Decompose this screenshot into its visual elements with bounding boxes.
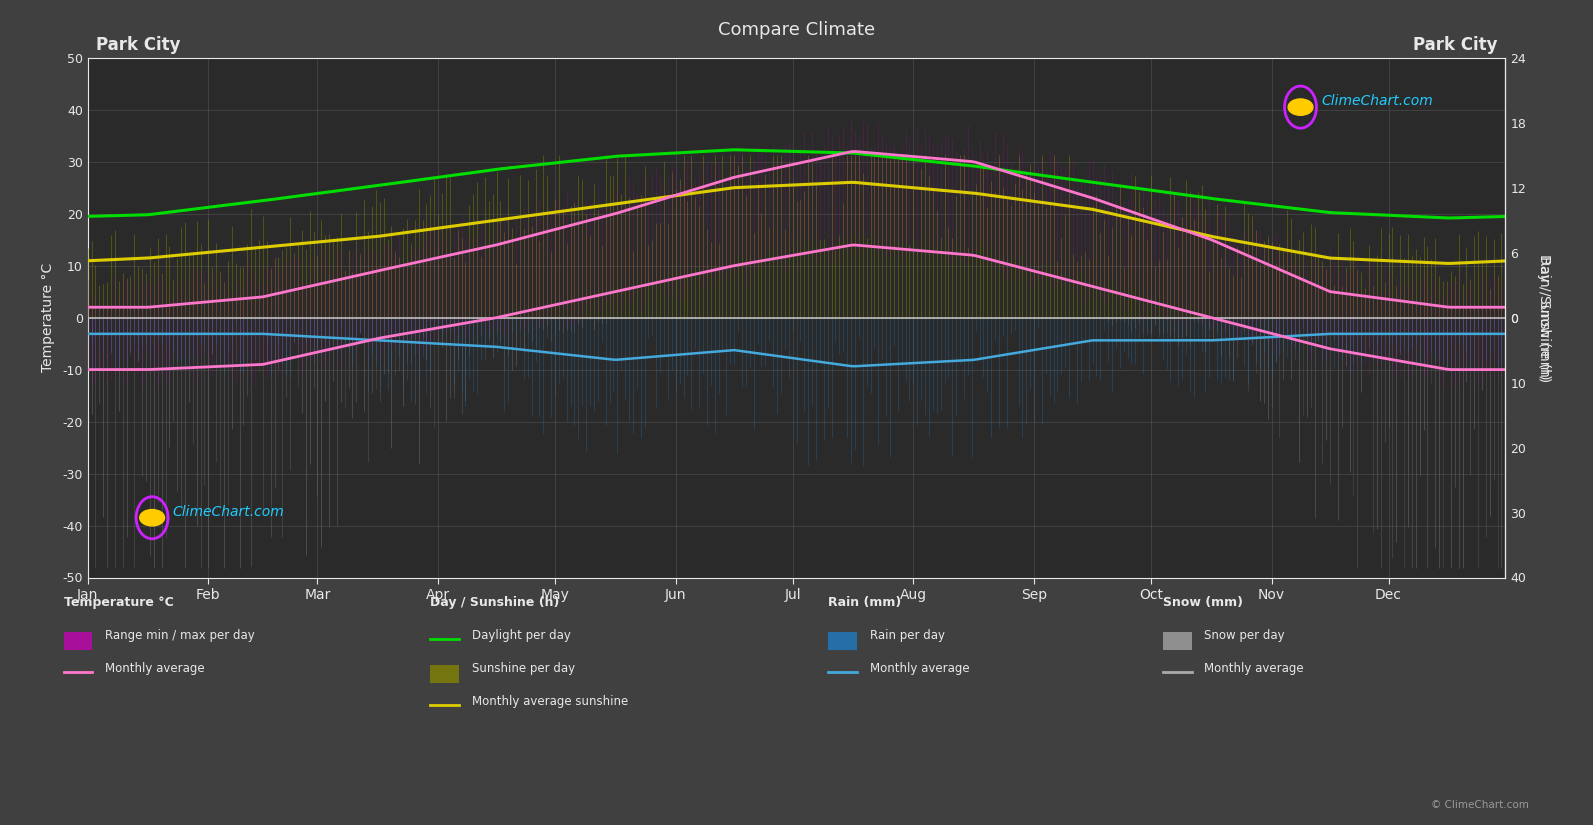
Text: Snow (mm): Snow (mm) (1163, 596, 1243, 610)
Text: ClimeChart.com: ClimeChart.com (1321, 94, 1432, 108)
Text: Monthly average: Monthly average (870, 662, 970, 676)
Text: Monthly average: Monthly average (1204, 662, 1305, 676)
Text: Rain (mm): Rain (mm) (828, 596, 902, 610)
Text: Monthly average sunshine: Monthly average sunshine (472, 695, 628, 709)
Text: Daylight per day: Daylight per day (472, 629, 570, 643)
Text: Temperature °C: Temperature °C (64, 596, 174, 610)
Text: Sunshine per day: Sunshine per day (472, 662, 575, 676)
Y-axis label: Day / Sunshine (h): Day / Sunshine (h) (1537, 253, 1552, 382)
Text: Rain per day: Rain per day (870, 629, 945, 643)
Text: Park City: Park City (1413, 35, 1497, 54)
Text: Compare Climate: Compare Climate (718, 21, 875, 39)
Text: Park City: Park City (96, 35, 180, 54)
Text: ClimeChart.com: ClimeChart.com (172, 505, 285, 519)
Y-axis label: Rain / Snow (mm): Rain / Snow (mm) (1537, 256, 1552, 380)
Text: Day / Sunshine (h): Day / Sunshine (h) (430, 596, 559, 610)
Y-axis label: Temperature °C: Temperature °C (41, 263, 56, 372)
Text: Snow per day: Snow per day (1204, 629, 1286, 643)
Text: Monthly average: Monthly average (105, 662, 205, 676)
Text: Range min / max per day: Range min / max per day (105, 629, 255, 643)
Text: © ClimeChart.com: © ClimeChart.com (1432, 800, 1529, 810)
